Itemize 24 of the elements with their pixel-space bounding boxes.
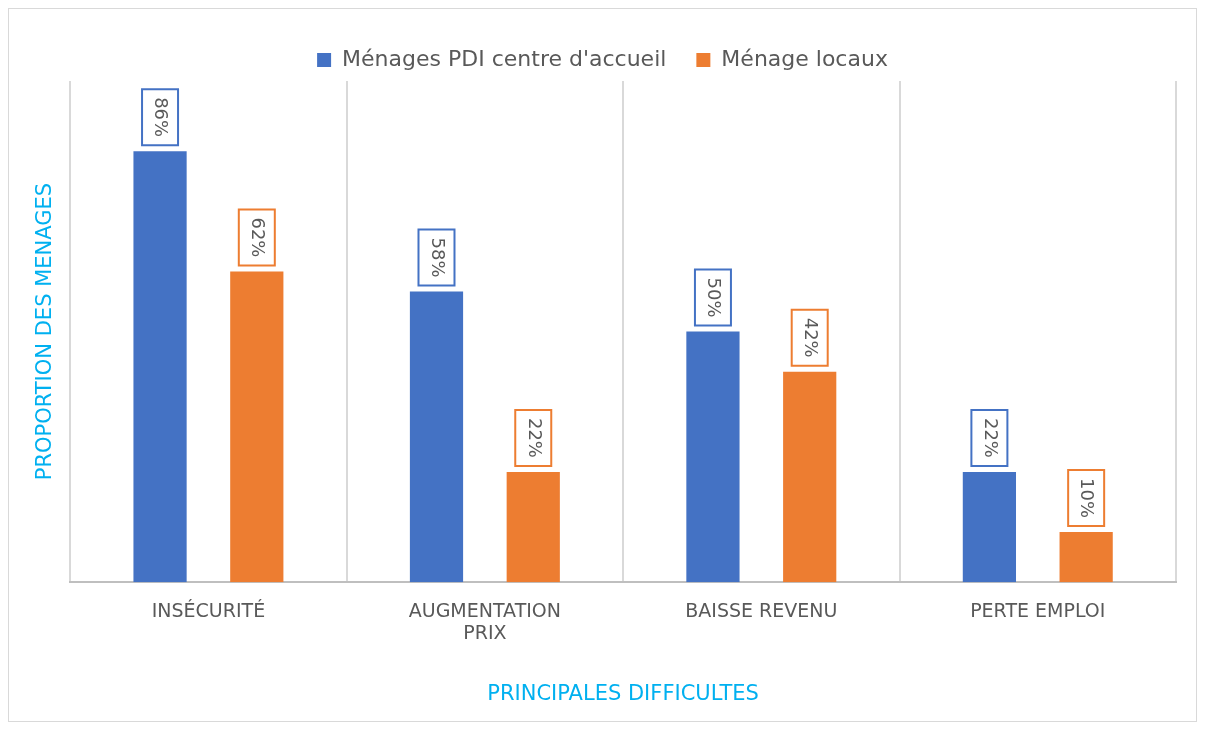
x-tick-label: PERTE EMPLOI [970,598,1106,621]
data-label: 62% [248,217,270,258]
x-tick-label: INSÉCURITÉ [151,598,266,621]
bar [962,471,1017,583]
bar [409,291,464,583]
x-tick-label: BAISSE REVENU [685,598,838,621]
bar [133,151,187,583]
data-label: 22% [524,417,546,458]
bar [230,271,284,583]
data-label: 22% [980,417,1002,458]
legend-label: Ménages PDI centre d'accueil [342,45,667,71]
data-label: 50% [704,277,726,318]
legend-label: Ménage locaux [721,45,888,71]
bar [1059,532,1113,583]
data-label: 58% [427,237,449,278]
data-label: 10% [1077,478,1099,519]
x-tick-label: AUGMENTATION PRIX [408,598,562,644]
y-axis-title: PROPORTION DES MENAGES [32,182,57,481]
data-label: 86% [151,97,173,138]
bar [506,471,560,583]
bar [783,371,837,583]
x-axis-title: PRINCIPALES DIFFICULTES [487,680,759,705]
data-label: 42% [801,317,823,358]
bar [686,331,740,583]
